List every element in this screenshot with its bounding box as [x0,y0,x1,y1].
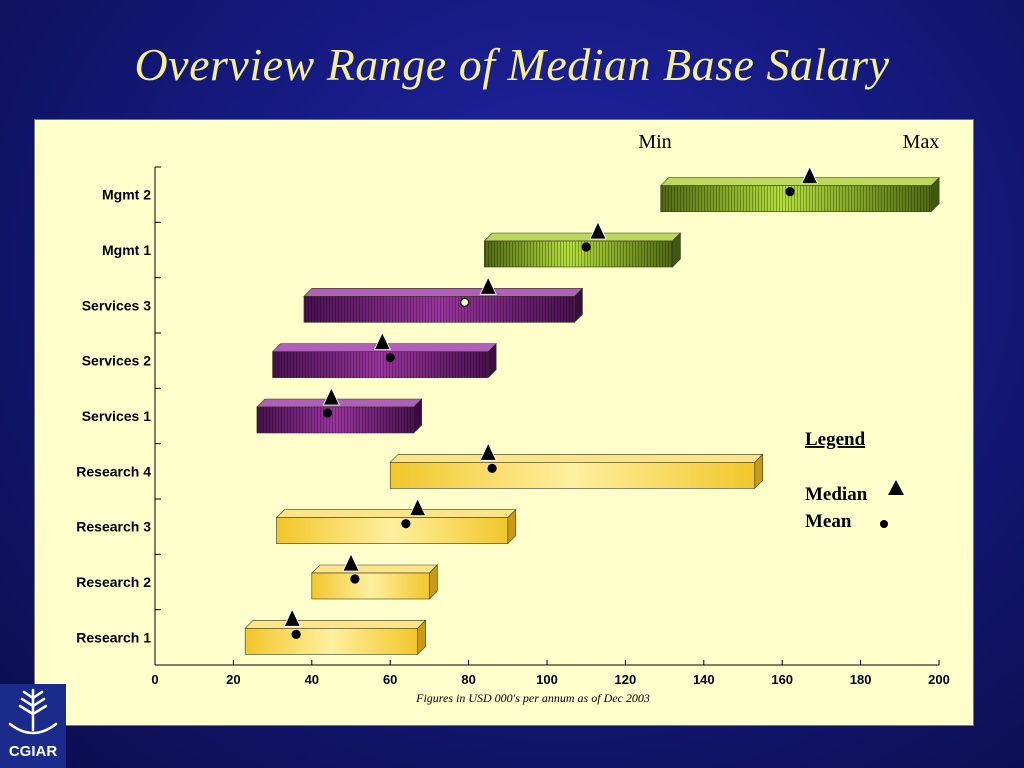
header-min-label: Min [638,131,671,153]
range-bar-texture [660,185,932,212]
x-tick-label: 80 [461,672,475,687]
slide-title: Overview Range of Median Base Salary [134,39,890,90]
wheat-logo-icon [8,688,58,735]
median-marker [479,276,497,295]
range-bar-top [311,564,439,574]
range-bar [276,517,509,544]
category-label: Mgmt 1 [102,242,151,258]
category-label: Services 2 [82,353,151,369]
x-tick-label: 200 [928,672,950,687]
category-label: Research 2 [76,574,151,590]
x-tick-label: 60 [383,672,397,687]
median-marker [342,553,360,572]
range-bar [311,572,430,600]
legend-median-label: Median [805,484,868,505]
x-tick-label: 0 [151,672,158,687]
mean-marker [291,629,301,639]
logo-text: CGIAR [8,743,58,760]
x-tick-label: 20 [226,672,240,687]
x-tick-label: 100 [536,672,558,687]
category-label: Research 1 [76,629,151,645]
mean-marker [385,353,395,363]
range-bar-top [483,232,682,242]
range-bar [389,462,756,489]
legend-median-marker [888,480,904,495]
median-marker [283,608,301,627]
mean-marker [785,187,795,197]
range-bar-texture [272,351,489,378]
category-label: Mgmt 2 [102,187,151,203]
mean-marker [487,463,497,473]
mean-marker [322,408,333,418]
range-bar-top [275,509,517,518]
legend-mean-marker [880,520,888,528]
legend-title: Legend [805,429,866,450]
category-label: Research 3 [76,519,151,535]
cgiar-logo [0,684,66,768]
median-marker [479,442,497,461]
category-label: Services 3 [82,297,151,313]
x-tick-label: 140 [693,672,715,687]
mean-marker [460,297,470,307]
median-marker [322,387,341,406]
x-tick-label: 160 [771,672,793,687]
category-label: Services 1 [82,408,151,424]
range-bar [244,628,418,655]
footnote: Figures in USD 000's per annum as of Dec… [415,691,650,705]
header-max-label: Max [903,131,940,153]
range-bar-top [389,454,764,463]
mean-marker [401,519,411,529]
range-bar-texture [256,407,414,433]
range-chart: 0 20 40 60 80 100 120 140 160 180 200 Mgmt 2 Mgmt 1 S… [76,131,950,705]
range-bar-top [256,398,423,408]
range-bar-texture [484,241,673,267]
median-marker [589,221,607,240]
chart-panel: 0 20 40 60 80 100 120 140 160 180 200 Mgmt 2 Mgmt 1 S… [34,119,974,726]
x-tick-label: 40 [305,672,319,687]
median-marker [373,331,391,351]
mean-marker [581,242,591,252]
legend-mean-label: Mean [805,511,852,532]
range-bar-texture [303,296,575,323]
category-label: Research 4 [76,463,151,479]
median-marker [801,165,819,185]
x-tick-label: 120 [615,672,637,687]
range-bar-top [659,177,940,186]
x-tick-label: 180 [850,672,872,687]
median-marker [409,497,427,517]
range-bar-top [303,288,584,297]
legend: Legend Median Mean [805,429,904,532]
range-bar-top [244,620,427,629]
mean-marker [350,574,360,584]
